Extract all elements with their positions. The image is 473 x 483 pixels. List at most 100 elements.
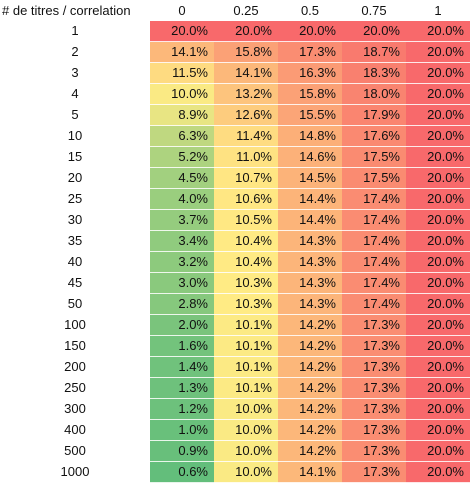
heatmap-cell: 15.5%	[278, 104, 342, 126]
row-label: 300	[0, 398, 150, 420]
row-label: 20	[0, 167, 150, 189]
heatmap-cell: 14.5%	[278, 167, 342, 189]
table-row: 250 1.3% 10.1% 14.2% 17.3% 20.0%	[0, 377, 470, 399]
heatmap-cell: 20.0%	[406, 398, 470, 420]
heatmap-cell: 14.4%	[278, 188, 342, 210]
heatmap-cell: 10.0%	[214, 461, 278, 483]
heatmap-cell: 17.3%	[342, 356, 406, 378]
heatmap-cell: 14.2%	[278, 335, 342, 357]
heatmap-cell: 10.0%	[214, 419, 278, 441]
heatmap-cell: 20.0%	[406, 125, 470, 147]
heatmap-cell: 14.6%	[278, 146, 342, 168]
row-label: 30	[0, 209, 150, 231]
heatmap-cell: 14.1%	[214, 62, 278, 84]
heatmap-cell: 10.1%	[214, 335, 278, 357]
row-label: 1	[0, 21, 150, 42]
table-row: 2 14.1% 15.8% 17.3% 18.7% 20.0%	[0, 41, 470, 63]
row-label: 500	[0, 440, 150, 462]
table-row: 10 6.3% 11.4% 14.8% 17.6% 20.0%	[0, 125, 470, 147]
heatmap-cell: 14.1%	[278, 461, 342, 483]
heatmap-cell: 4.0%	[150, 188, 214, 210]
heatmap-cell: 5.2%	[150, 146, 214, 168]
heatmap-cell: 14.3%	[278, 293, 342, 315]
heatmap-cell: 14.2%	[278, 314, 342, 336]
row-label: 15	[0, 146, 150, 168]
heatmap-cell: 18.3%	[342, 62, 406, 84]
heatmap-cell: 17.3%	[342, 377, 406, 399]
row-label: 150	[0, 335, 150, 357]
heatmap-cell: 10.7%	[214, 167, 278, 189]
heatmap-cell: 17.3%	[342, 398, 406, 420]
heatmap-cell: 3.0%	[150, 272, 214, 294]
row-label: 200	[0, 356, 150, 378]
heatmap-cell: 17.4%	[342, 209, 406, 231]
heatmap-cell: 4.5%	[150, 167, 214, 189]
row-label: 35	[0, 230, 150, 252]
row-label: 1000	[0, 461, 150, 483]
heatmap-cell: 20.0%	[406, 377, 470, 399]
heatmap-cell: 17.4%	[342, 230, 406, 252]
heatmap-cell: 3.4%	[150, 230, 214, 252]
table-row: 150 1.6% 10.1% 14.2% 17.3% 20.0%	[0, 335, 470, 357]
heatmap-cell: 10.3%	[214, 272, 278, 294]
table-row: 35 3.4% 10.4% 14.3% 17.4% 20.0%	[0, 230, 470, 252]
heatmap-cell: 11.4%	[214, 125, 278, 147]
column-header: 0.75	[342, 0, 406, 21]
heatmap-cell: 12.6%	[214, 104, 278, 126]
heatmap-cell: 20.0%	[406, 83, 470, 105]
heatmap-cell: 17.3%	[342, 314, 406, 336]
heatmap-cell: 14.8%	[278, 125, 342, 147]
heatmap-cell: 1.0%	[150, 419, 214, 441]
heatmap-cell: 15.8%	[278, 83, 342, 105]
heatmap-cell: 6.3%	[150, 125, 214, 147]
heatmap-cell: 20.0%	[278, 21, 342, 42]
heatmap-cell: 17.4%	[342, 251, 406, 273]
row-label: 10	[0, 125, 150, 147]
table-row: 45 3.0% 10.3% 14.3% 17.4% 20.0%	[0, 272, 470, 294]
heatmap-cell: 10.3%	[214, 293, 278, 315]
heatmap-cell: 20.0%	[342, 21, 406, 42]
heatmap-cell: 20.0%	[406, 251, 470, 273]
heatmap-cell: 20.0%	[406, 419, 470, 441]
heatmap-cell: 20.0%	[406, 209, 470, 231]
column-header: 0.25	[214, 0, 278, 21]
heatmap-cell: 17.5%	[342, 167, 406, 189]
heatmap-cell: 1.2%	[150, 398, 214, 420]
heatmap-cell: 20.0%	[406, 230, 470, 252]
table-row: 5 8.9% 12.6% 15.5% 17.9% 20.0%	[0, 104, 470, 126]
heatmap-cell: 14.3%	[278, 272, 342, 294]
table-row: 500 0.9% 10.0% 14.2% 17.3% 20.0%	[0, 440, 470, 462]
heatmap-cell: 10.1%	[214, 356, 278, 378]
heatmap-cell: 20.0%	[406, 21, 470, 42]
row-label: 45	[0, 272, 150, 294]
row-label: 400	[0, 419, 150, 441]
corner-label: # de titres / correlation	[0, 0, 150, 21]
heatmap-cell: 14.2%	[278, 356, 342, 378]
heatmap-cell: 20.0%	[406, 440, 470, 462]
row-label: 100	[0, 314, 150, 336]
table-row: 50 2.8% 10.3% 14.3% 17.4% 20.0%	[0, 293, 470, 315]
heatmap-cell: 2.8%	[150, 293, 214, 315]
heatmap-cell: 14.2%	[278, 440, 342, 462]
heatmap-cell: 17.3%	[278, 41, 342, 63]
row-label: 2	[0, 41, 150, 63]
heatmap-cell: 16.3%	[278, 62, 342, 84]
table-row: 400 1.0% 10.0% 14.2% 17.3% 20.0%	[0, 419, 470, 441]
heatmap-cell: 17.9%	[342, 104, 406, 126]
table-row: 20 4.5% 10.7% 14.5% 17.5% 20.0%	[0, 167, 470, 189]
heatmap-cell: 20.0%	[406, 146, 470, 168]
heatmap-cell: 1.4%	[150, 356, 214, 378]
table-row: 15 5.2% 11.0% 14.6% 17.5% 20.0%	[0, 146, 470, 168]
heatmap-cell: 10.0%	[214, 398, 278, 420]
table-row: 30 3.7% 10.5% 14.4% 17.4% 20.0%	[0, 209, 470, 231]
heatmap-cell: 14.1%	[150, 41, 214, 63]
heatmap-cell: 20.0%	[406, 356, 470, 378]
table-row: 300 1.2% 10.0% 14.2% 17.3% 20.0%	[0, 398, 470, 420]
heatmap-cell: 20.0%	[406, 461, 470, 483]
heatmap-cell: 15.8%	[214, 41, 278, 63]
heatmap-cell: 14.4%	[278, 209, 342, 231]
table-row: 1000 0.6% 10.0% 14.1% 17.3% 20.0%	[0, 461, 470, 483]
column-header: 1	[406, 0, 470, 21]
row-label: 250	[0, 377, 150, 399]
heatmap-cell: 10.0%	[214, 440, 278, 462]
